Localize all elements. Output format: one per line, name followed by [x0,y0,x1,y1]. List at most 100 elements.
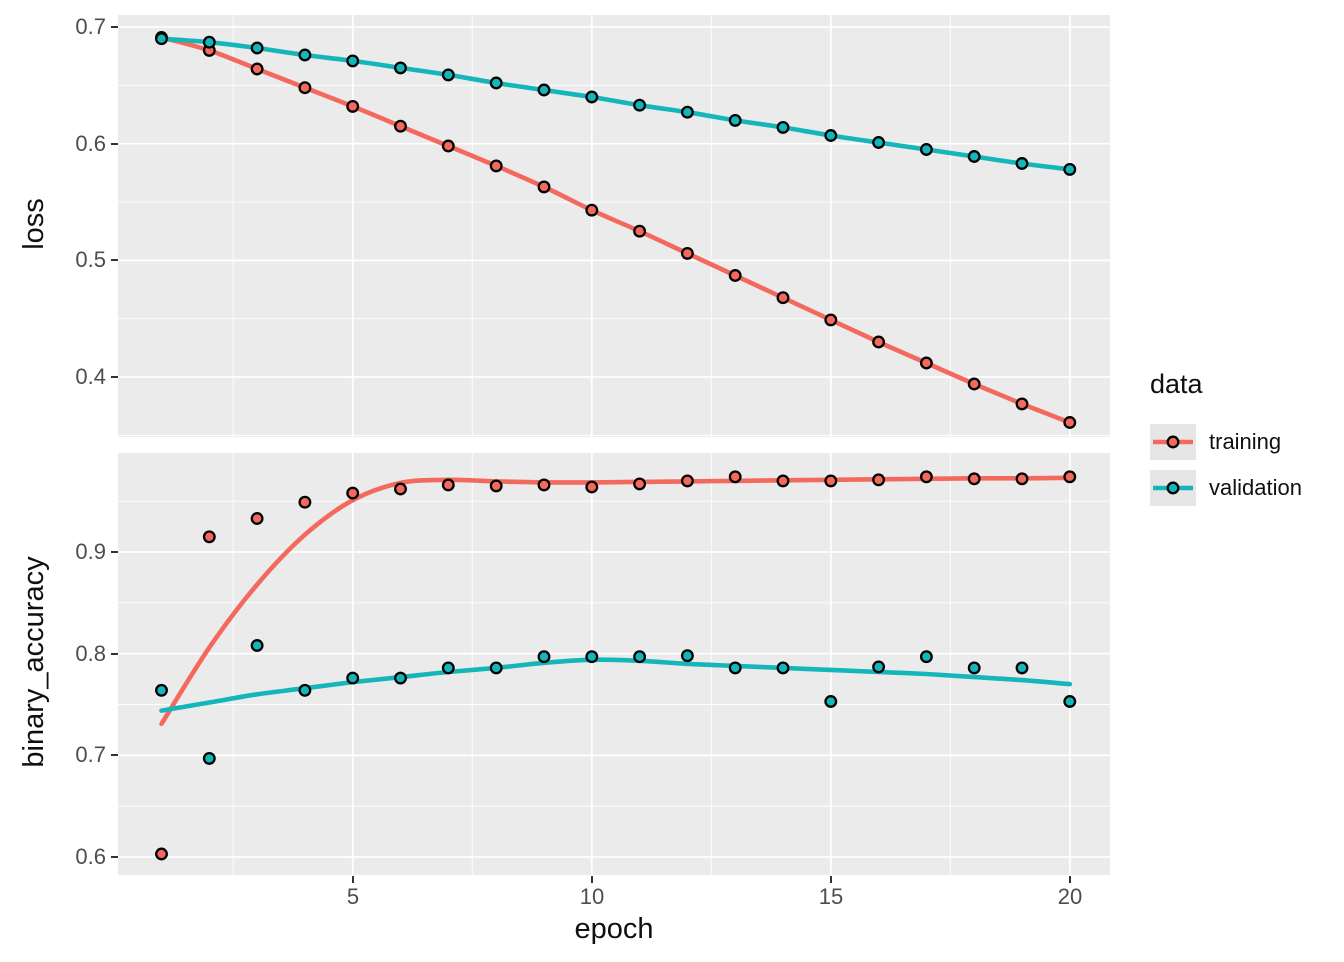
legend-key-validation-icon [1150,470,1196,506]
legend-item-validation: validation [1150,470,1302,506]
y-tick-label: 0.9 [75,539,106,564]
data-point [585,480,599,494]
data-point [776,120,790,134]
data-point [441,139,455,153]
x-tick-label: 20 [1057,884,1083,909]
data-point [394,61,407,75]
x-tick-label: 5 [346,884,360,909]
data-point [728,269,742,282]
x-tick-label: 10 [579,884,605,909]
y-tick-label: 0.7 [75,742,106,767]
x-tick-mark [830,876,832,883]
y-tick-label: 0.7 [75,14,106,39]
data-point [967,472,981,486]
data-point [441,661,455,675]
data-point [155,683,168,697]
data-point [872,136,886,149]
data-point [680,649,694,663]
loss-validation-smooth-line [159,36,1073,172]
x-tick-label: 15 [818,884,844,909]
legend-key-training-icon [1150,424,1196,460]
data-point [872,660,886,674]
data-point [680,246,694,260]
x-tick-mark [1069,876,1071,883]
data-point [872,335,886,349]
data-point [394,482,407,496]
data-point [298,48,312,62]
data-point [633,477,647,491]
data-point [1063,470,1077,484]
data-point [250,512,264,525]
y-tick-label: 0.8 [75,641,106,666]
data-point [728,113,742,127]
data-point [155,847,168,861]
data-point [537,478,551,492]
data-point [489,479,503,493]
y-tick-mark [111,143,118,145]
legend-item-training: training [1150,424,1302,460]
binary_accuracy-validation-points [155,639,1077,765]
y-tick-mark [111,259,118,261]
data-point [537,83,551,97]
data-point [1063,695,1077,708]
data-point [250,62,264,76]
data-point [202,35,216,49]
data-point [585,650,599,664]
data-point [872,473,886,487]
loss-validation-points [155,32,1077,176]
y-tick-mark [111,754,118,756]
data-point [585,90,599,104]
y-tick-mark [111,376,118,378]
data-point [394,119,407,133]
data-point [967,150,981,163]
data-point [1015,397,1029,411]
data-point [346,671,360,685]
data-point [1015,472,1029,486]
data-point [441,68,455,82]
binary_accuracy-training-smooth-line [159,475,1073,727]
binary_accuracy-validation-smooth-line [159,657,1073,713]
data-point [1015,157,1029,170]
data-point [298,495,312,509]
data-point [824,695,838,708]
data-point [633,650,647,664]
data-point [202,751,216,765]
data-point [824,474,838,488]
data-point [967,377,981,391]
legend-label-validation: validation [1209,475,1302,500]
x-tick-mark [591,876,593,883]
data-point [919,470,933,484]
data-point [633,98,647,112]
data-point [489,76,503,90]
data-point [346,486,360,500]
data-point [680,105,694,119]
data-point [155,32,168,46]
loss-plot-area [118,15,1110,437]
x-tick-mark [352,876,354,883]
data-point [1063,162,1077,176]
data-point [585,203,599,217]
data-point [346,54,360,68]
data-point [824,129,838,142]
legend: data training validation [1150,368,1302,516]
loss-training-smooth-line [159,35,1073,425]
data-point [537,650,551,664]
data-point [346,99,360,113]
y-tick-label: 0.5 [75,247,106,272]
y-tick-mark [111,856,118,858]
data-point [728,661,742,675]
data-point [919,356,933,370]
data-point [776,474,790,488]
y-tick-label: 0.6 [75,844,106,869]
data-point [250,639,264,652]
y-tick-label: 0.6 [75,131,106,156]
data-point [489,159,503,173]
data-point [967,661,981,675]
y-tick-mark [111,551,118,553]
data-point [633,224,647,238]
legend-title: data [1150,369,1203,399]
data-point [298,81,312,95]
data-point [776,291,790,305]
data-point [441,478,455,492]
